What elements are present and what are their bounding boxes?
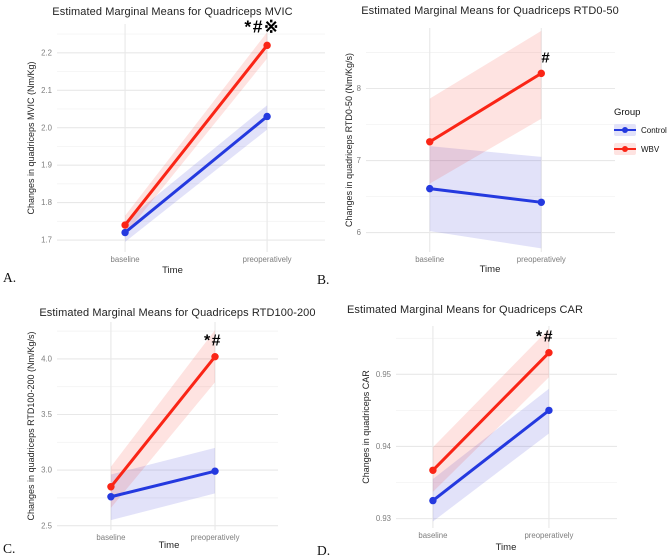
svg-text:baseline: baseline [96,533,125,542]
chart-title: Estimated Marginal Means for Quadriceps … [346,304,583,316]
legend-label: WBV [641,144,660,154]
svg-text:preoperatively: preoperatively [243,255,292,264]
svg-text:2.1: 2.1 [41,86,52,95]
panel-label-d: D. [317,543,331,558]
plot-area-rtd100-200: 2.5 3.0 3.5 4.0 baseline preoperatively *# [41,322,278,542]
svg-text:baseline: baseline [111,255,140,264]
svg-text:*#: *# [536,329,554,346]
x-axis-label: Time [158,540,180,551]
plot-area-rtd0-50: 6 7 8 baseline preoperatively # [357,28,615,264]
chart-panel-rtd100-200: Estimated Marginal Means for Quadriceps … [0,292,335,558]
svg-text:8: 8 [357,84,361,93]
legend-item-wbv: WBV [614,143,669,155]
chart-title: Estimated Marginal Means for Quadriceps … [39,307,316,319]
svg-text:6: 6 [357,228,361,237]
svg-text:baseline: baseline [418,531,447,540]
svg-text:2.2: 2.2 [41,48,52,57]
svg-text:0.93: 0.93 [376,514,391,523]
wbv-line-swatch-icon [614,143,636,155]
chart-panel-car: Estimated Marginal Means for Quadriceps … [335,292,669,558]
svg-text:preoperatively: preoperatively [517,255,566,264]
panel-label-c: C. [3,541,16,556]
svg-text:3.0: 3.0 [41,466,53,475]
svg-text:1.8: 1.8 [41,198,52,207]
control-line-swatch-icon [614,124,636,136]
legend-title: Group [614,107,641,118]
svg-text:7: 7 [357,156,361,165]
panel-label-b: B. [317,272,330,287]
svg-text:preoperatively: preoperatively [191,533,240,542]
panel-label-a: A. [3,270,17,285]
x-axis-label: Time [479,264,501,275]
legend-group: Group Control WBV [614,107,669,162]
svg-text:0.95: 0.95 [376,370,392,379]
plot-area-car: 0.93 0.94 0.95 baseline preoperatively *# [376,326,617,540]
svg-text:0.94: 0.94 [376,442,392,451]
svg-text:2.5: 2.5 [41,521,53,530]
svg-text:#: # [541,49,551,66]
svg-text:*#※: *#※ [244,16,280,36]
svg-text:preoperatively: preoperatively [524,531,573,540]
svg-text:*#: *# [204,333,222,350]
svg-text:4.0: 4.0 [41,355,53,364]
legend-label: Control [641,125,667,135]
legend-item-control: Control [614,124,669,136]
chart-panel-rtd0-50: Estimated Marginal Means for Quadriceps … [335,0,669,292]
chart-panel-mvic: Estimated Marginal Means for Quadriceps … [0,0,335,292]
svg-text:1.7: 1.7 [41,236,52,245]
svg-text:2.0: 2.0 [41,123,53,132]
plot-area-mvic: 1.7 1.8 1.9 2.0 2.1 2.2 baseline preoperatively… [41,16,325,264]
svg-text:baseline: baseline [415,255,444,264]
x-axis-label: Time [495,542,517,553]
chart-title: Estimated Marginal Means for Quadriceps … [52,6,293,18]
chart-title: Estimated Marginal Means for Quadriceps … [361,5,619,17]
x-axis-label: Time [162,265,183,276]
svg-text:1.9: 1.9 [41,161,52,170]
svg-text:3.5: 3.5 [41,410,53,419]
